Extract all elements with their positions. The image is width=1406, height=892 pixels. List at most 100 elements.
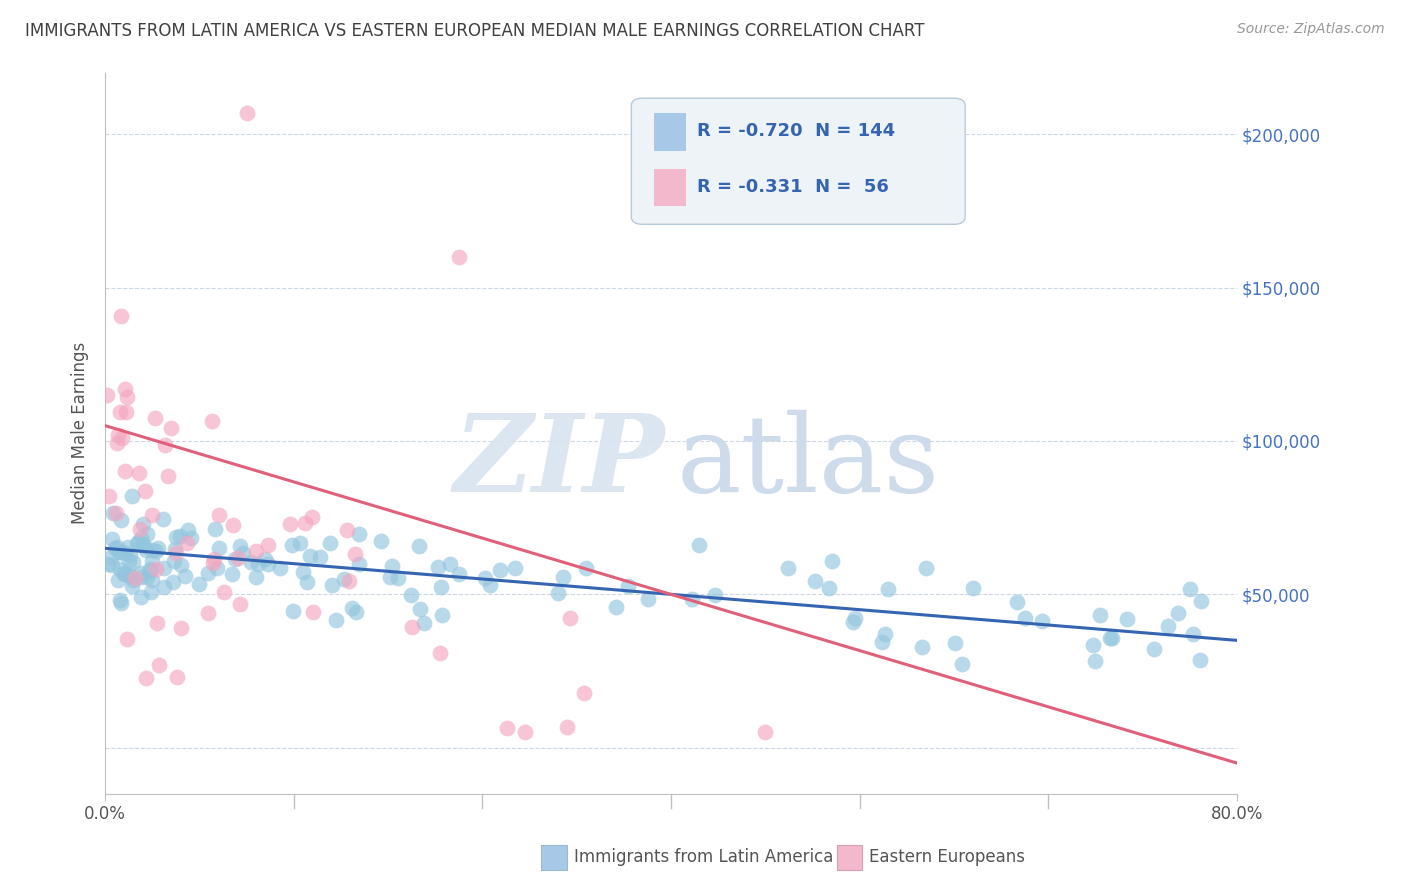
- Point: [269, 561, 291, 575]
- Point: [118, 548, 141, 562]
- Point: [319, 536, 342, 550]
- Point: [299, 549, 322, 563]
- Point: [1101, 631, 1123, 645]
- Point: [222, 518, 245, 533]
- Point: [135, 526, 157, 541]
- Point: [208, 508, 231, 522]
- Point: [1181, 627, 1204, 641]
- Text: Eastern Europeans: Eastern Europeans: [869, 848, 1025, 866]
- Point: [153, 580, 176, 594]
- Point: [101, 558, 124, 573]
- Point: [110, 405, 132, 419]
- Point: [302, 605, 325, 619]
- Point: [515, 725, 537, 739]
- Point: [134, 484, 156, 499]
- Point: [474, 571, 496, 585]
- Point: [115, 405, 138, 419]
- Point: [1178, 582, 1201, 596]
- Point: [429, 646, 451, 660]
- Point: [349, 557, 371, 571]
- Point: [146, 615, 169, 630]
- Point: [163, 554, 186, 568]
- Point: [257, 538, 280, 552]
- Point: [555, 720, 578, 734]
- Point: [129, 566, 152, 581]
- Point: [370, 534, 392, 549]
- Point: [112, 566, 135, 581]
- Point: [870, 635, 893, 649]
- Point: [1167, 606, 1189, 620]
- Point: [131, 537, 153, 551]
- Point: [495, 721, 517, 735]
- Point: [232, 546, 254, 560]
- Point: [139, 565, 162, 579]
- Point: [132, 516, 155, 531]
- Point: [1099, 632, 1122, 646]
- Point: [118, 569, 141, 583]
- Point: [962, 581, 984, 595]
- Point: [387, 571, 409, 585]
- Text: Immigrants from Latin America: Immigrants from Latin America: [574, 848, 832, 866]
- Point: [681, 592, 703, 607]
- Point: [104, 541, 127, 556]
- Point: [401, 619, 423, 633]
- Point: [844, 611, 866, 625]
- Point: [337, 574, 360, 589]
- Point: [575, 560, 598, 574]
- Point: [488, 563, 510, 577]
- Point: [254, 551, 277, 566]
- Point: [108, 545, 131, 559]
- Point: [110, 593, 132, 607]
- Point: [478, 578, 501, 592]
- Point: [378, 570, 401, 584]
- Point: [333, 572, 356, 586]
- Point: [114, 546, 136, 560]
- Point: [430, 580, 453, 594]
- Point: [380, 559, 402, 574]
- Point: [128, 466, 150, 480]
- Point: [336, 523, 359, 537]
- Point: [1090, 607, 1112, 622]
- Point: [399, 588, 422, 602]
- Point: [176, 536, 198, 550]
- Point: [1189, 594, 1212, 608]
- Point: [224, 552, 246, 566]
- Point: [177, 523, 200, 537]
- Point: [197, 607, 219, 621]
- Point: [152, 511, 174, 525]
- Point: [170, 558, 193, 572]
- Point: [804, 574, 827, 589]
- Point: [239, 555, 262, 569]
- Point: [135, 543, 157, 558]
- Point: [163, 541, 186, 556]
- Point: [294, 516, 316, 530]
- Point: [207, 560, 229, 574]
- Point: [950, 657, 973, 672]
- Point: [235, 106, 257, 120]
- Point: [97, 557, 120, 571]
- Point: [413, 615, 436, 630]
- Point: [156, 469, 179, 483]
- Point: [169, 529, 191, 543]
- Point: [343, 547, 366, 561]
- Point: [432, 607, 454, 622]
- FancyBboxPatch shape: [654, 113, 686, 151]
- Point: [288, 536, 311, 550]
- Point: [121, 579, 143, 593]
- Point: [127, 535, 149, 549]
- Point: [605, 599, 627, 614]
- Point: [121, 489, 143, 503]
- Point: [754, 725, 776, 739]
- Point: [114, 383, 136, 397]
- Point: [1189, 653, 1212, 667]
- Point: [551, 570, 574, 584]
- Point: [558, 611, 581, 625]
- Point: [105, 506, 128, 520]
- Point: [125, 537, 148, 551]
- Point: [118, 568, 141, 582]
- Point: [703, 588, 725, 602]
- Text: ZIP: ZIP: [454, 409, 665, 516]
- Point: [111, 431, 134, 445]
- Point: [148, 658, 170, 673]
- Point: [117, 540, 139, 554]
